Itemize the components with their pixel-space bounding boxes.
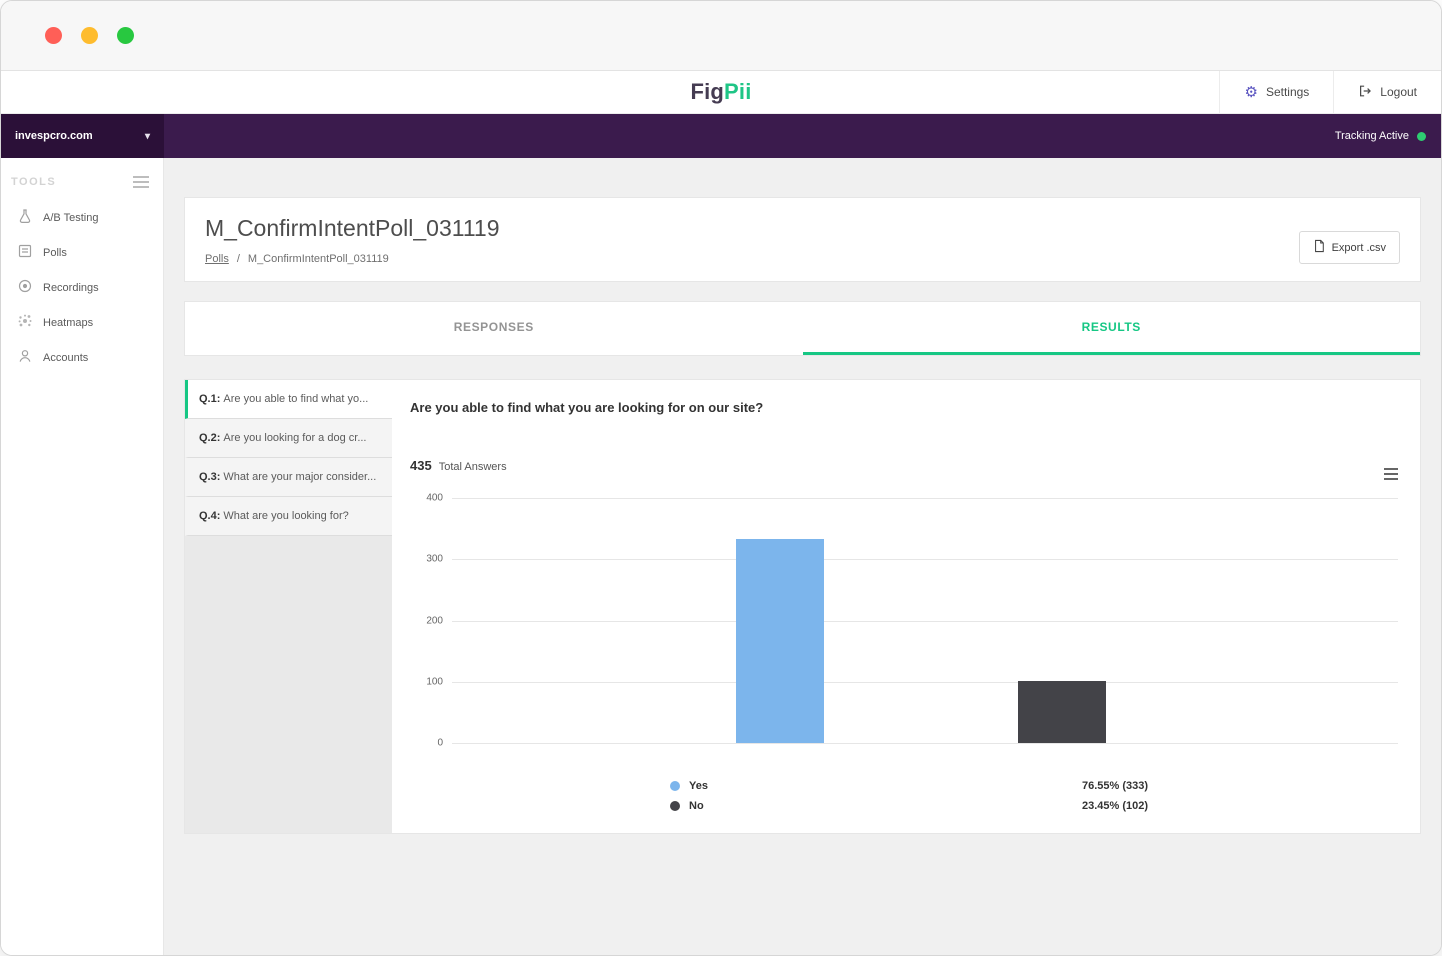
export-csv-button[interactable]: Export .csv — [1298, 231, 1400, 264]
y-axis-tick: 300 — [426, 553, 443, 565]
chart-header: 435 Total Answers — [410, 458, 1402, 473]
question-item-2[interactable]: Q.2: Are you looking for a dog cr... — [185, 419, 392, 458]
total-answers-label: Total Answers — [438, 461, 507, 473]
gear-icon: ⚙ — [1244, 83, 1258, 101]
results-tabs: RESPONSES RESULTS — [184, 301, 1421, 356]
site-selector-dropdown[interactable]: invespcro.com ▾ — [1, 114, 164, 158]
heatmap-dots-icon — [17, 313, 33, 332]
breadcrumb: Polls / M_ConfirmIntentPoll_031119 — [205, 253, 1400, 265]
flask-icon — [17, 208, 33, 227]
zoom-window-button[interactable] — [117, 27, 134, 44]
y-axis-tick: 200 — [426, 615, 443, 626]
file-icon — [1313, 239, 1325, 256]
settings-label: Settings — [1265, 85, 1310, 99]
record-icon — [17, 278, 33, 297]
close-window-button[interactable] — [45, 27, 62, 44]
question-item-4[interactable]: Q.4: What are you looking for? — [185, 497, 392, 536]
sidebar-item-label: Heatmaps — [43, 316, 94, 329]
sidebar-item-label: Accounts — [43, 351, 89, 364]
legend-row-no: No 23.45% (102) — [670, 796, 1148, 816]
person-icon — [17, 348, 33, 367]
logout-icon — [1358, 84, 1372, 101]
question-title: Are you able to find what you are lookin… — [410, 400, 764, 415]
question-prefix: Q.1: — [199, 393, 221, 405]
gridline — [452, 743, 1398, 744]
logout-label: Logout — [1380, 85, 1417, 99]
results-panel: Are you able to find what you are lookin… — [392, 380, 1420, 833]
tools-sidebar: TOOLS A/B Testing Polls — [1, 158, 164, 955]
sidebar-item-label: A/B Testing — [43, 211, 99, 224]
figpii-logo: FigPii — [690, 79, 751, 105]
y-axis-tick: 0 — [437, 737, 443, 749]
question-label: What are your major consider... — [223, 471, 377, 483]
bar-no — [1018, 680, 1107, 743]
breadcrumb-polls-link[interactable]: Polls — [205, 253, 229, 265]
sidebar-item-heatmaps[interactable]: Heatmaps — [1, 305, 163, 340]
minimize-window-button[interactable] — [81, 27, 98, 44]
page-title: M_ConfirmIntentPoll_031119 — [205, 215, 500, 241]
question-prefix: Q.2: — [199, 432, 221, 444]
tracking-status: Tracking Active — [1335, 114, 1441, 158]
sidebar-item-polls[interactable]: Polls — [1, 235, 163, 270]
question-label: Are you looking for a dog cr... — [223, 432, 367, 444]
chart-legend: Yes 76.55% (333) No 23.45% (102) — [670, 776, 1148, 816]
breadcrumb-separator: / — [236, 253, 240, 265]
y-axis-tick: 100 — [426, 676, 443, 688]
chevron-down-icon: ▾ — [144, 130, 150, 142]
sidebar-item-recordings[interactable]: Recordings — [1, 270, 163, 305]
tools-section-label: TOOLS — [11, 176, 57, 188]
total-answers-count: 435 — [410, 458, 432, 473]
results-content: Q.1: Are you able to find what yo... Q.2:… — [184, 379, 1421, 834]
sidebar-item-accounts[interactable]: Accounts — [1, 340, 163, 375]
question-prefix: Q.3: — [199, 471, 221, 483]
gridline — [452, 498, 1398, 499]
question-item-3[interactable]: Q.3: What are your major consider... — [185, 458, 392, 497]
gridline — [452, 620, 1398, 622]
tracking-label: Tracking Active — [1334, 130, 1409, 142]
question-label: What are you looking for? — [223, 510, 349, 522]
legend-label: No — [689, 800, 704, 812]
legend-row-yes: Yes 76.55% (333) — [670, 776, 1148, 796]
export-label: Export .csv — [1331, 241, 1386, 254]
main-content: M_ConfirmIntentPoll_031119 Polls / M_Con… — [164, 158, 1441, 955]
header-actions: ⚙ Settings Logout — [1219, 71, 1441, 113]
question-list: Q.1: Are you able to find what yo... Q.2:… — [185, 380, 392, 833]
sidebar-item-label: Polls — [43, 246, 67, 259]
poll-title-card: M_ConfirmIntentPoll_031119 Polls / M_Con… — [184, 197, 1421, 282]
site-bar: invespcro.com ▾ Tracking Active — [1, 114, 1441, 158]
tracking-active-dot-icon — [1417, 131, 1426, 141]
legend-label: Yes — [689, 780, 708, 792]
tab-responses[interactable]: RESPONSES — [453, 320, 534, 334]
settings-button[interactable]: ⚙ Settings — [1219, 71, 1334, 113]
legend-dot-yes-icon — [670, 781, 680, 791]
sidebar-item-ab-testing[interactable]: A/B Testing — [1, 200, 163, 235]
tab-results[interactable]: RESULTS — [802, 302, 1420, 355]
legend-value: 76.55% (333) — [1081, 780, 1148, 792]
window-titlebar — [1, 1, 1441, 71]
site-name: invespcro.com — [15, 130, 93, 142]
logout-button[interactable]: Logout — [1333, 71, 1441, 113]
breadcrumb-current: M_ConfirmIntentPoll_031119 — [247, 253, 389, 265]
legend-value: 23.45% (102) — [1081, 800, 1148, 812]
sidebar-menu-icon[interactable] — [133, 176, 149, 188]
app-header: FigPii ⚙ Settings Logout — [1, 71, 1441, 114]
bar-chart: 400 300 200 100 0 — [426, 493, 1398, 749]
question-item-1[interactable]: Q.1: Are you able to find what yo... — [185, 380, 392, 419]
polls-icon — [17, 243, 33, 262]
gridline — [452, 559, 1398, 561]
legend-dot-no-icon — [670, 801, 680, 811]
chart-context-menu-icon[interactable] — [1384, 468, 1398, 480]
logo-pii-text: Pii — [724, 79, 752, 104]
bar-yes — [736, 539, 825, 743]
logo-fig-text: Fig — [690, 79, 725, 104]
gridline — [452, 681, 1398, 683]
y-axis-tick: 400 — [426, 492, 443, 504]
question-label: Are you able to find what yo... — [223, 393, 369, 405]
sidebar-item-label: Recordings — [43, 281, 99, 294]
question-prefix: Q.4: — [199, 510, 221, 522]
